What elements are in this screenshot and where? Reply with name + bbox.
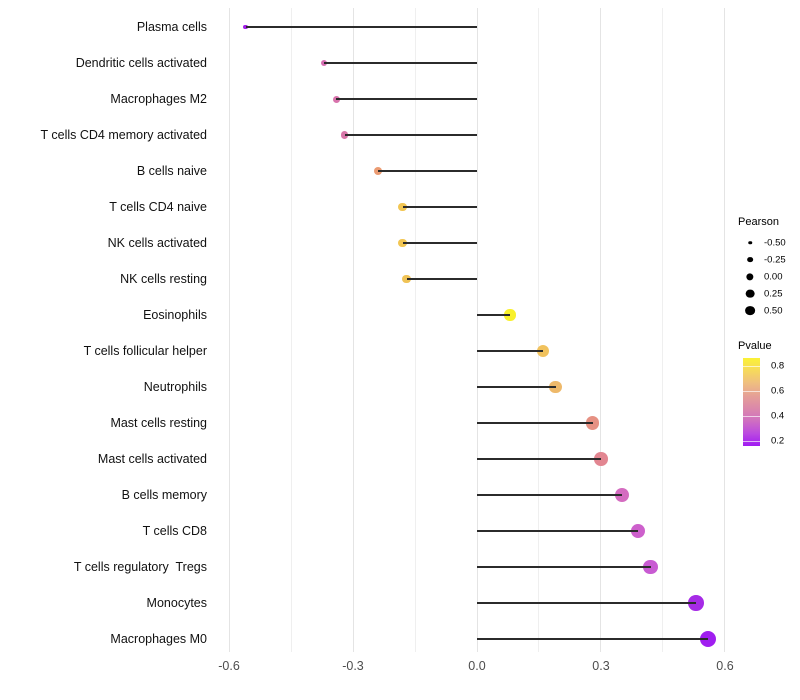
stem-line bbox=[324, 62, 477, 64]
legend-pearson-item: -0.25 bbox=[738, 251, 800, 268]
major-gridline bbox=[724, 8, 726, 652]
category-label: B cells memory bbox=[121, 488, 207, 502]
category-label: Mast cells resting bbox=[110, 416, 207, 430]
category-label: T cells CD4 memory activated bbox=[40, 128, 208, 142]
x-axis-tick-label: 0.0 bbox=[468, 659, 486, 673]
category-label: T cells regulatory Tregs bbox=[73, 560, 207, 574]
stem-line bbox=[477, 314, 511, 316]
x-axis-tick-label: -0.3 bbox=[342, 659, 364, 673]
category-label: Plasma cells bbox=[136, 20, 207, 34]
minor-gridline bbox=[414, 8, 416, 652]
legend-size-label: 0.50 bbox=[764, 305, 783, 316]
stem-line bbox=[477, 350, 544, 352]
data-point bbox=[243, 24, 248, 30]
category-label: T cells follicular helper bbox=[83, 344, 207, 358]
stem-line bbox=[245, 26, 477, 28]
stem-line bbox=[344, 134, 477, 136]
colorbar-tick-label: 0.4 bbox=[771, 410, 785, 422]
colorbar-tick bbox=[743, 391, 760, 392]
legend-size-dot bbox=[746, 272, 754, 281]
category-label: T cells CD8 bbox=[142, 524, 207, 538]
stem-line bbox=[406, 278, 477, 280]
legend-size-label: -0.25 bbox=[764, 254, 786, 265]
category-label: Monocytes bbox=[146, 596, 207, 610]
data-point bbox=[700, 631, 717, 647]
stem-line bbox=[377, 170, 477, 172]
stem-line bbox=[477, 386, 556, 388]
legend-pearson-item: -0.50 bbox=[738, 234, 800, 251]
colorbar-tick bbox=[743, 441, 760, 442]
stem-line bbox=[402, 206, 477, 208]
legend-pearson-item: 0.50 bbox=[738, 302, 800, 319]
category-label: Eosinophils bbox=[143, 308, 207, 322]
data-point bbox=[549, 380, 562, 394]
legend-size-dot bbox=[747, 256, 753, 263]
legend-size-dot bbox=[745, 289, 755, 298]
legend-size-label: 0.00 bbox=[764, 271, 783, 282]
data-point bbox=[614, 488, 629, 502]
x-axis-tick-label: 0.6 bbox=[716, 659, 734, 673]
colorbar-tick bbox=[743, 366, 760, 367]
legend-pvalue-colorbar: Pvalue 0.8 0.6 0.4 0.2 bbox=[738, 340, 800, 447]
stem-line bbox=[477, 638, 709, 640]
legend-pearson-item: 0.00 bbox=[738, 268, 800, 285]
stem-line bbox=[402, 242, 477, 244]
colorbar-tick-label: 0.2 bbox=[771, 435, 785, 447]
data-point bbox=[402, 274, 412, 284]
legend-pearson-item: 0.25 bbox=[738, 285, 800, 302]
data-point bbox=[643, 559, 658, 575]
stem-line bbox=[477, 458, 601, 460]
stem-line bbox=[336, 98, 477, 100]
stem-line bbox=[477, 494, 622, 496]
minor-gridline bbox=[538, 8, 540, 652]
stem-line bbox=[477, 530, 639, 532]
minor-gridline bbox=[290, 8, 292, 652]
major-gridline bbox=[600, 8, 602, 652]
data-point bbox=[631, 523, 646, 539]
legend-size-dot bbox=[748, 240, 752, 245]
legend-size-dot bbox=[745, 305, 755, 316]
colorbar-tick-label: 0.8 bbox=[771, 360, 785, 372]
stem-line bbox=[477, 422, 593, 424]
colorbar-tick bbox=[743, 416, 760, 417]
category-label: Mast cells activated bbox=[97, 452, 207, 466]
colorbar-tick-label: 0.6 bbox=[771, 385, 785, 397]
legend-pearson-size: Pearson -0.50 -0.25 0.00 0.25 0.50 bbox=[738, 216, 800, 319]
legend-pearson-items: -0.50 -0.25 0.00 0.25 0.50 bbox=[738, 234, 800, 319]
data-point bbox=[537, 345, 550, 357]
x-axis-tick-label: 0.3 bbox=[592, 659, 610, 673]
stem-line bbox=[477, 602, 697, 604]
legend-pearson-title: Pearson bbox=[738, 216, 779, 228]
major-gridline bbox=[228, 8, 230, 652]
category-label: Macrophages M2 bbox=[110, 92, 207, 106]
x-axis-tick-label: -0.6 bbox=[218, 659, 240, 673]
category-label: NK cells resting bbox=[120, 272, 207, 286]
category-label: Neutrophils bbox=[143, 380, 207, 394]
category-label: T cells CD4 naive bbox=[109, 200, 207, 214]
category-label: Dendritic cells activated bbox=[75, 56, 207, 70]
major-gridline bbox=[476, 8, 478, 652]
pvalue-gradient-bar: 0.8 0.6 0.4 0.2 bbox=[743, 358, 784, 447]
legend-pvalue-title: Pvalue bbox=[738, 340, 772, 352]
category-label: NK cells activated bbox=[107, 236, 207, 250]
legend-size-label: 0.25 bbox=[764, 288, 783, 299]
stem-line bbox=[477, 566, 651, 568]
category-label: B cells naive bbox=[136, 164, 207, 178]
minor-gridline bbox=[662, 8, 664, 652]
data-point bbox=[320, 59, 328, 67]
major-gridline bbox=[352, 8, 354, 652]
legend-size-label: -0.50 bbox=[764, 237, 786, 248]
category-label: Macrophages M0 bbox=[110, 632, 207, 646]
